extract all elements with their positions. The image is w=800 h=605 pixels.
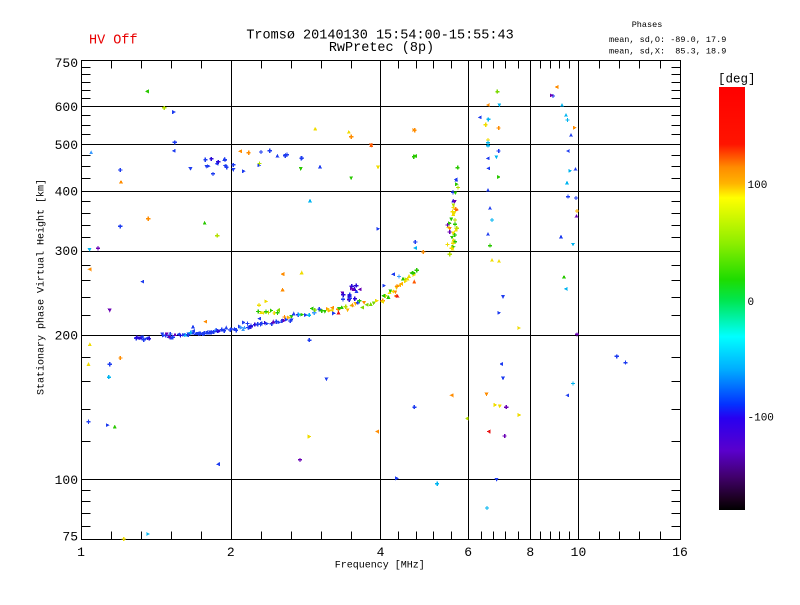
svg-text:1: 1: [77, 545, 85, 560]
svg-text:4: 4: [377, 545, 385, 560]
svg-text:Frequency [MHz]: Frequency [MHz]: [335, 560, 425, 572]
svg-text:8: 8: [526, 545, 534, 560]
svg-text:mean, sd,X: 85.3, 18.9: mean, sd,X: 85.3, 18.9: [609, 47, 726, 57]
svg-text:400: 400: [55, 184, 78, 199]
svg-text:600: 600: [55, 100, 78, 115]
svg-text:Stationary phase Virtual Heigh: Stationary phase Virtual Height [km]: [36, 179, 48, 395]
svg-text:300: 300: [55, 244, 78, 259]
svg-text:750: 750: [55, 56, 78, 71]
svg-text:10: 10: [571, 545, 587, 560]
svg-text:200: 200: [55, 329, 78, 344]
svg-text:6: 6: [464, 545, 472, 560]
svg-text:Tromsø 20140130 15:54:00-15:55: Tromsø 20140130 15:54:00-15:55:43: [246, 29, 513, 44]
svg-text:RwPretec (8p): RwPretec (8p): [329, 41, 434, 56]
svg-text:Phases: Phases: [632, 20, 663, 30]
svg-text:2: 2: [227, 545, 235, 560]
svg-text:HV Off: HV Off: [89, 34, 138, 49]
svg-text:100: 100: [748, 180, 768, 192]
svg-text:100: 100: [55, 473, 78, 488]
svg-text:75: 75: [62, 529, 78, 544]
svg-text:16: 16: [672, 545, 688, 560]
svg-text:[deg]: [deg]: [718, 73, 756, 87]
svg-text:-100: -100: [748, 413, 774, 425]
svg-text:500: 500: [55, 138, 78, 153]
svg-text:0: 0: [748, 297, 755, 309]
svg-text:mean, sd,O: -89.0, 17.9: mean, sd,O: -89.0, 17.9: [609, 35, 726, 45]
